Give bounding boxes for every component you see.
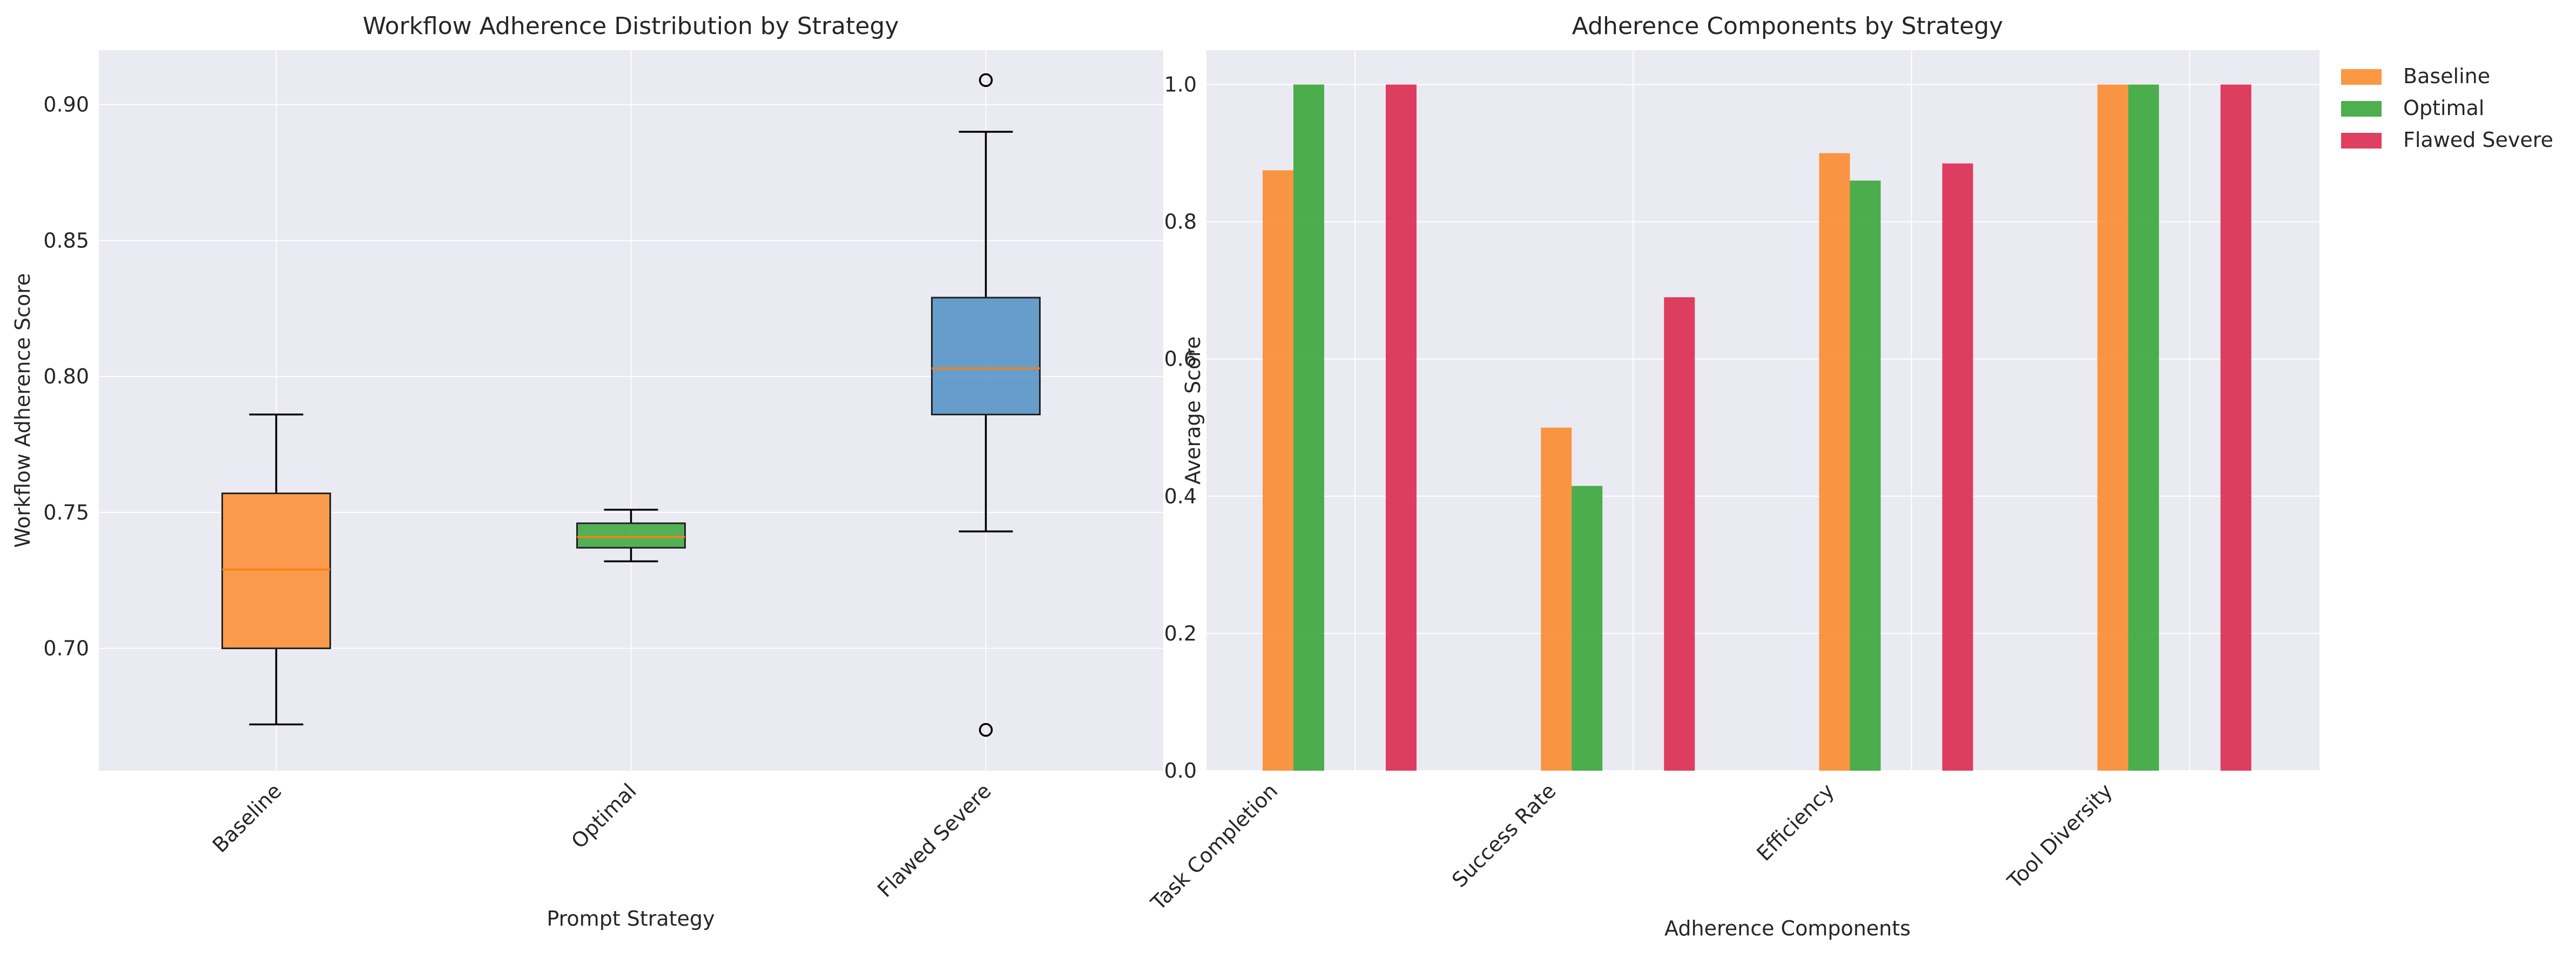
bar-baseline-task-completion [1263, 170, 1293, 771]
legend-label: Baseline [2403, 64, 2490, 88]
bar-baseline-tool-diversity [2097, 84, 2128, 771]
bar-flawed-severe-success-rate [1664, 297, 1695, 771]
legend: Baseline Optimal Flawed Severe [2341, 64, 2553, 152]
y-tick-label: 0.70 [43, 636, 89, 660]
box-plot-y-ticks: 0.70 0.75 0.80 0.85 0.90 [43, 93, 89, 661]
legend-label: Flawed Severe [2403, 128, 2553, 152]
legend-swatch [2341, 69, 2382, 85]
box-flawed-severe [931, 73, 1041, 737]
x-tick-label: Tool Diversity [2002, 779, 2117, 893]
box-optimal [576, 508, 686, 563]
y-tick-label: 0.75 [43, 501, 89, 524]
box-plot-boxes [221, 73, 1041, 737]
y-tick-label: 0.80 [43, 365, 89, 388]
bar-flawed-severe-efficiency [1942, 163, 1973, 771]
box-plot-title: Workflow Adherence Distribution by Strat… [363, 12, 899, 40]
legend-swatch [2341, 133, 2382, 149]
outlier-point [979, 73, 993, 87]
box-baseline [221, 413, 331, 726]
legend-swatch [2341, 101, 2382, 117]
bar-chart-bars [1263, 84, 2251, 771]
y-tick-label: 0.0 [1164, 759, 1197, 783]
box-iqr [576, 522, 686, 549]
y-tick-label: 0.85 [43, 228, 89, 252]
box-plot-y-label: Workflow Adherence Score [11, 273, 35, 548]
x-tick-label: Optimal [567, 779, 640, 853]
bar-baseline-success-rate [1541, 427, 1572, 771]
bar-chart: 0.0 0.2 0.4 0.6 0.8 1.0 Task Completion Succes… [1146, 12, 2319, 940]
box-plot-x-ticks: Baseline Optimal Flawed Severe [208, 779, 996, 902]
y-tick-label: 0.8 [1164, 210, 1197, 234]
bar-baseline-efficiency [1819, 153, 1850, 771]
x-tick-label: Flawed Severe [873, 779, 996, 902]
bar-chart-x-label: Adherence Components [1664, 916, 1911, 940]
bar-optimal-efficiency [1850, 180, 1881, 771]
bar-optimal-success-rate [1572, 486, 1603, 771]
box-iqr [221, 493, 331, 649]
y-tick-label: 0.6 [1164, 347, 1197, 371]
bar-chart-title: Adherence Components by Strategy [1572, 12, 2003, 40]
bar-flawed-severe-tool-diversity [2220, 84, 2251, 771]
x-tick-label: Success Rate [1447, 779, 1560, 892]
legend-label: Optimal [2403, 96, 2484, 120]
outlier-point [979, 723, 993, 737]
bar-flawed-severe-task-completion [1386, 84, 1417, 771]
y-tick-label: 0.4 [1164, 484, 1197, 508]
box-plot-x-label: Prompt Strategy [547, 907, 714, 931]
bar-chart-y-ticks: 0.0 0.2 0.4 0.6 0.8 1.0 [1164, 73, 1197, 783]
y-tick-label: 1.0 [1164, 73, 1197, 97]
bar-chart-y-label: Average Score [1181, 336, 1205, 485]
bar-optimal-task-completion [1293, 84, 1324, 771]
y-tick-label: 0.2 [1164, 622, 1197, 645]
box-plot-chart: 0.70 0.75 0.80 0.85 0.90 Baseline Optimal Flaw… [11, 12, 1163, 931]
y-tick-label: 0.90 [43, 93, 89, 117]
bar-optimal-tool-diversity [2128, 84, 2159, 771]
x-tick-label: Task Completion [1146, 779, 1282, 915]
x-tick-label: Efficiency [1752, 779, 1839, 866]
box-iqr [931, 296, 1041, 416]
x-tick-label: Baseline [208, 779, 286, 857]
bar-chart-x-ticks: Task Completion Success Rate Efficiency Too… [1146, 779, 2117, 915]
